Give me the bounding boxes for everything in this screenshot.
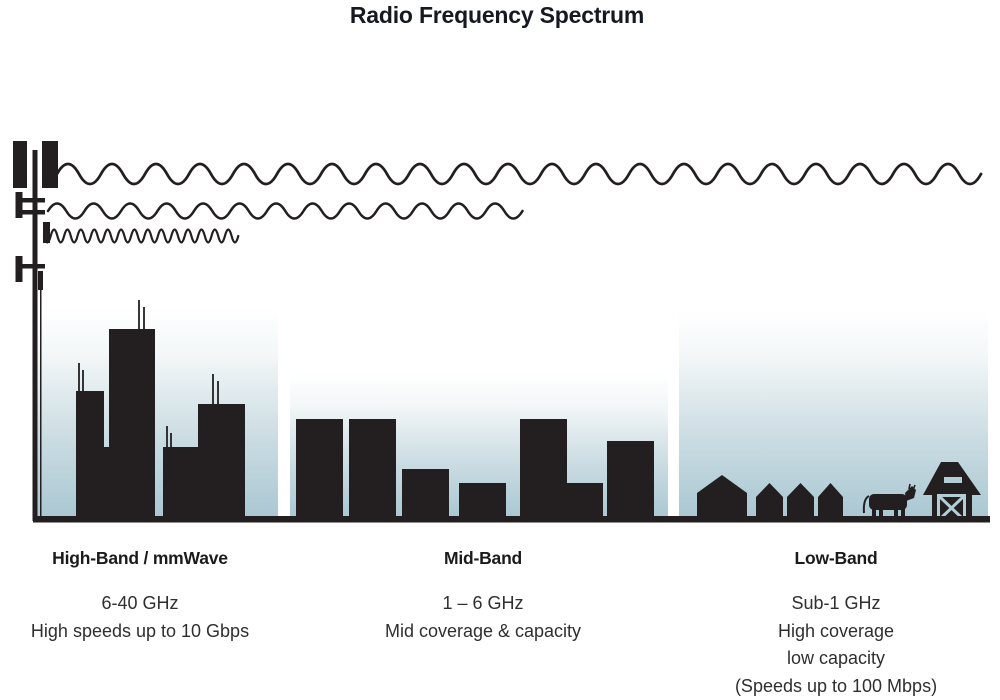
high-band-heading: High-Band / mmWave <box>52 548 228 568</box>
page-title: Radio Frequency Spectrum <box>349 2 645 28</box>
low-band-heading: Low-Band <box>794 548 878 568</box>
low-band-description2: low capacity <box>786 648 886 668</box>
high-band-label: High-Band / mmWave 6-40 GHz High speeds … <box>0 548 300 645</box>
suburb-houses-icon <box>697 475 843 519</box>
low-band-description3: (Speeds up to 100 Mbps) <box>734 675 938 696</box>
building-antennas <box>78 300 219 448</box>
mid-band-label: Mid-Band 1 – 6 GHz Mid coverage & capaci… <box>323 548 643 645</box>
radio-waves <box>42 162 983 244</box>
cell-tower-icon <box>13 141 58 521</box>
medium-wave-mid-band <box>46 202 524 220</box>
barn-icon <box>923 462 981 521</box>
ground-line <box>33 516 990 523</box>
mid-band-heading: Mid-Band <box>443 548 523 568</box>
long-wave-low-band <box>55 162 983 186</box>
mid-band-frequency: 1 – 6 GHz <box>442 593 524 613</box>
low-band-description1: High coverage <box>777 620 895 641</box>
cow-icon <box>862 483 916 519</box>
mid-band-description: Mid coverage & capacity <box>384 620 582 641</box>
high-band-description: High speeds up to 10 Gbps <box>30 620 250 641</box>
low-band-frequency: Sub-1 GHz <box>791 593 881 613</box>
high-band-frequency: 6-40 GHz <box>101 593 179 613</box>
low-band-label: Low-Band Sub-1 GHz High coverage low cap… <box>676 548 996 700</box>
city-buildings <box>76 329 654 519</box>
short-wave-high-band <box>42 228 240 244</box>
